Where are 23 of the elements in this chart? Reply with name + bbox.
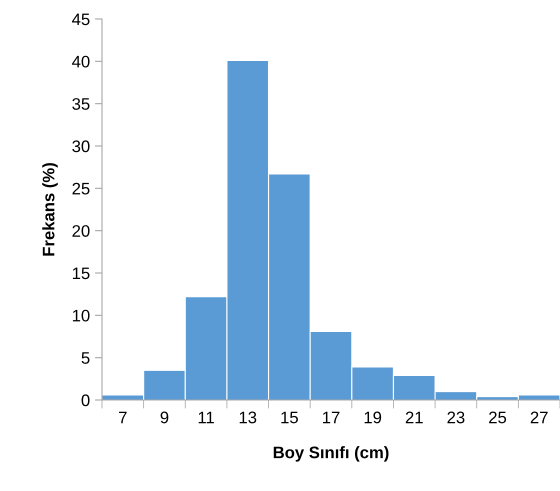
x-tick-label: 23 <box>447 412 464 424</box>
y-axis-title: Frekans (%) <box>42 163 58 256</box>
y-tick-label: 5 <box>82 352 90 364</box>
y-tick-label: 45 <box>72 14 90 26</box>
y-tick-label: 20 <box>72 225 90 237</box>
y-tick-label: 15 <box>72 268 90 280</box>
x-tick-label: 15 <box>281 412 298 424</box>
y-tick-label: 35 <box>72 98 90 110</box>
y-tick-label: 25 <box>72 182 90 195</box>
y-tick-label: 10 <box>72 310 90 322</box>
x-tick-label: 13 <box>240 412 256 424</box>
x-axis-title: Boy Sınıfı (cm) <box>274 446 389 462</box>
x-tick-label: 9 <box>160 412 168 424</box>
x-tick-label: 17 <box>323 412 340 424</box>
x-tick-label: 27 <box>530 412 548 424</box>
x-tick-label: 7 <box>119 412 127 424</box>
x-tick-label: 25 <box>489 412 506 424</box>
x-tick-label: 21 <box>406 412 423 424</box>
y-tick-label: 0 <box>82 394 90 406</box>
x-tick-label: 19 <box>364 412 382 424</box>
x-tick-label: 11 <box>198 412 214 424</box>
y-tick-label: 40 <box>72 56 90 68</box>
y-tick-label: 30 <box>72 140 90 152</box>
